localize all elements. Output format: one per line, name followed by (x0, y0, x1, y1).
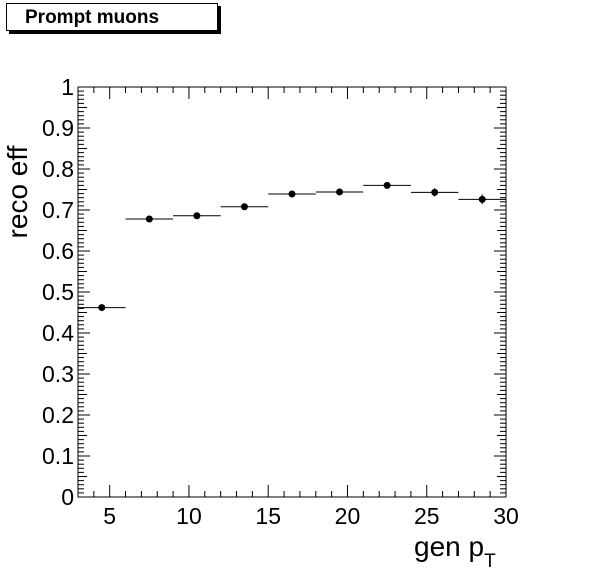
y-tick-label: 0.7 (42, 197, 74, 223)
data-point (478, 195, 486, 203)
x-axis-label: gen pT (414, 531, 496, 572)
data-point (288, 190, 296, 198)
y-tick-label: 0.5 (42, 279, 74, 305)
x-tick-label: 10 (176, 503, 202, 529)
x-tick-label: 15 (255, 503, 281, 529)
y-axis-label: reco eff (2, 145, 33, 238)
data-point (431, 188, 439, 196)
y-tick-label: 0.9 (42, 115, 74, 141)
y-tick-label: 0.3 (42, 361, 74, 387)
x-axis-label-main: gen p (414, 531, 484, 562)
data-points (78, 181, 506, 312)
y-tick-label: 1 (61, 74, 74, 100)
x-tick-label: 30 (493, 503, 519, 529)
y-tick-label: 0.6 (42, 238, 74, 264)
x-tick-label: 5 (103, 503, 116, 529)
data-point (240, 203, 248, 211)
legend-box: Prompt muons (6, 3, 218, 31)
data-point (193, 212, 201, 220)
data-point (145, 215, 153, 223)
y-tick-label: 0.4 (42, 320, 74, 346)
y-tick-label: 0 (61, 484, 74, 510)
y-tick-label: 0.8 (42, 156, 74, 182)
tick-labels: 5 10 15 20 25 30 0 0.1 0.2 0.3 0.4 0.5 0.6 0.7 0.8 0.9 1 (42, 74, 519, 529)
x-axis-label-subscript: T (484, 551, 496, 572)
plot-frame (77, 86, 507, 498)
data-point (383, 181, 391, 189)
x-tick-label: 25 (414, 503, 440, 529)
y-tick-label: 0.2 (42, 402, 74, 428)
data-point (98, 304, 106, 312)
y-tick-label: 0.1 (42, 443, 74, 469)
data-point (336, 188, 344, 196)
axis-ticks (77, 86, 507, 498)
x-tick-label: 20 (335, 503, 361, 529)
chart-title: Prompt muons (25, 7, 160, 28)
